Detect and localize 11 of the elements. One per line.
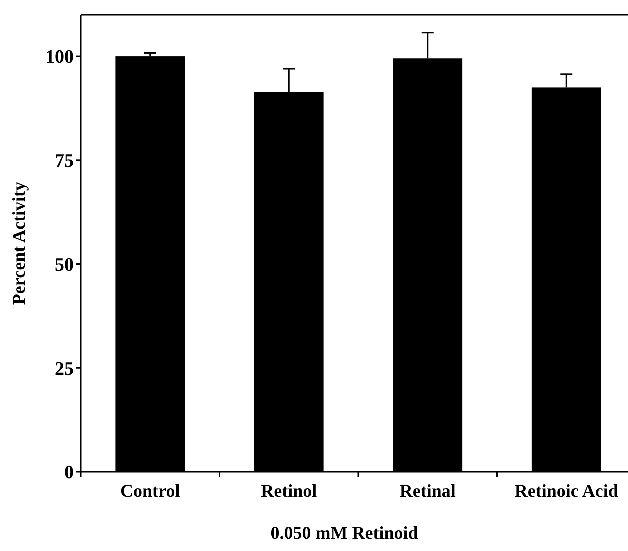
y-tick-label: 50 [55, 254, 74, 276]
y-tick-label: 0 [64, 462, 74, 484]
y-tick-label: 75 [55, 151, 74, 172]
x-tick-label: Control [120, 481, 180, 501]
x-axis-title: 0.050 mM Retinoid [270, 523, 418, 543]
y-tick-label: 25 [55, 358, 74, 380]
x-tick-label: Retinoic Acid [514, 481, 618, 501]
y-tick-label: 100 [46, 47, 74, 68]
y-axis-title: Percent Activity [9, 182, 29, 306]
x-tick-label: Retinal [400, 481, 456, 501]
x-tick-label: Retinol [261, 481, 318, 501]
